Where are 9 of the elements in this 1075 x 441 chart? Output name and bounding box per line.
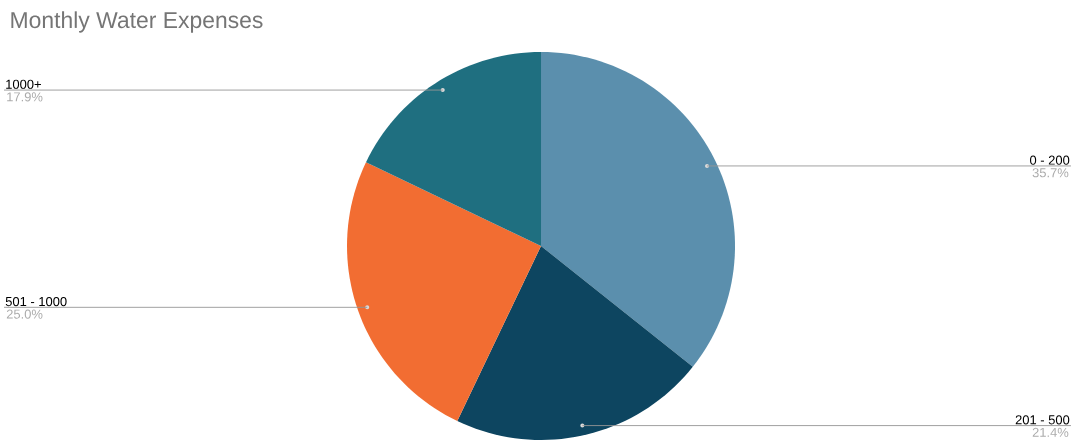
- chart-title: Monthly Water Expenses: [11, 11, 263, 33]
- slice-label: 501 - 1000: [5, 296, 67, 307]
- slice-label: 201 - 500: [1015, 415, 1070, 425]
- data-label: 21.4%: [1032, 427, 1069, 437]
- data-label: 25.0%: [6, 309, 43, 319]
- slice-label: 1000+: [6, 79, 41, 89]
- slice-label: 0 - 200: [1029, 155, 1070, 165]
- data-label: 17.9%: [7, 92, 43, 102]
- data-label: 35.7%: [1032, 168, 1069, 178]
